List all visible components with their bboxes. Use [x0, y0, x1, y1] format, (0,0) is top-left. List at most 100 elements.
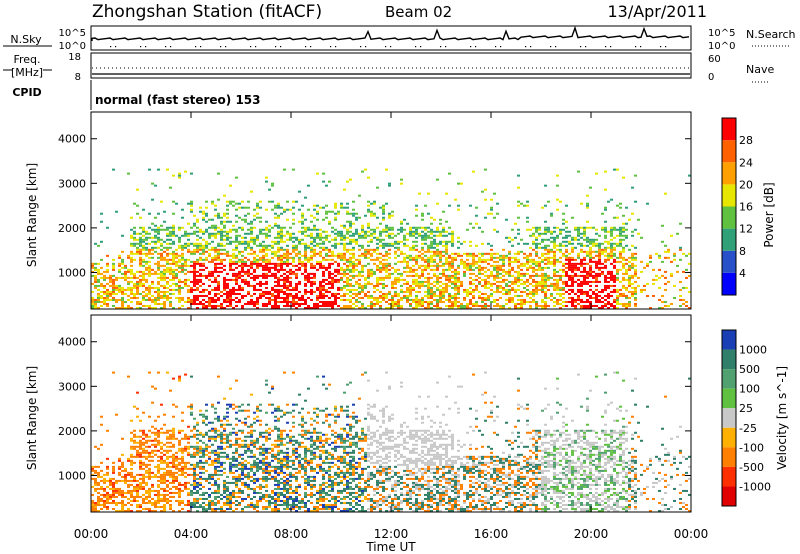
power-cell [526, 254, 529, 257]
power-cell [367, 272, 370, 275]
power-cell [613, 288, 616, 291]
power-cell [340, 238, 343, 241]
power-cell [313, 208, 316, 211]
power-cell [355, 228, 358, 231]
velocity-cell [163, 443, 166, 446]
power-cell [508, 268, 511, 271]
power-cell [445, 260, 448, 263]
power-cell [586, 250, 589, 253]
power-cell [196, 238, 199, 241]
power-cell [193, 282, 196, 285]
power-cell [595, 304, 598, 307]
power-cell [526, 300, 529, 303]
power-cell [319, 228, 322, 231]
velocity-cell [94, 507, 97, 510]
velocity-cell [142, 481, 145, 484]
power-cell [331, 230, 334, 233]
power-cell [193, 284, 196, 287]
velocity-cell [181, 471, 184, 474]
power-cell [187, 264, 190, 267]
power-cell [526, 242, 529, 245]
power-cell [517, 232, 520, 235]
power-cell [343, 294, 346, 297]
power-cell [517, 266, 520, 269]
power-cell [226, 294, 229, 297]
power-cell [199, 206, 202, 209]
power-cell [373, 258, 376, 261]
power-cell [487, 268, 490, 271]
power-cell [415, 272, 418, 275]
velocity-cell [157, 443, 160, 446]
power-cell [538, 264, 541, 267]
power-cell [325, 248, 328, 251]
power-cell [283, 282, 286, 285]
power-cell [391, 210, 394, 213]
power-cell [163, 276, 166, 279]
power-cell [451, 296, 454, 299]
velocity-cell [178, 499, 181, 502]
velocity-cell [157, 449, 160, 452]
power-cell [577, 228, 580, 231]
power-cell [580, 290, 583, 293]
power-cell [493, 216, 496, 219]
power-cell [451, 260, 454, 263]
velocity-cell [91, 467, 94, 470]
power-cell [256, 206, 259, 209]
power-cell [130, 258, 133, 261]
power-cell [424, 260, 427, 263]
power-cell [202, 244, 205, 247]
power-cell [559, 242, 562, 245]
power-cell [187, 284, 190, 287]
power-cell [496, 260, 499, 263]
power-cell [397, 294, 400, 297]
power-cell [544, 230, 547, 233]
power-cell [325, 204, 328, 207]
power-cell [664, 282, 667, 285]
power-cell [592, 238, 595, 241]
power-cell [142, 298, 145, 301]
power-cell [565, 254, 568, 257]
power-cell [544, 262, 547, 265]
power-cell [292, 272, 295, 275]
power-cell [358, 284, 361, 287]
power-cell [622, 234, 625, 237]
power-cell [304, 262, 307, 265]
power-cell [217, 262, 220, 265]
power-cell [574, 304, 577, 307]
power-cell [607, 240, 610, 243]
power-cell [475, 278, 478, 281]
velocity-cell [127, 473, 130, 476]
power-cell [499, 290, 502, 293]
power-cell [166, 232, 169, 235]
power-cell [517, 284, 520, 287]
power-cell [430, 288, 433, 291]
velocity-cell [139, 453, 142, 456]
power-cell [100, 276, 103, 279]
power-cell [433, 260, 436, 263]
power-cell [121, 298, 124, 301]
power-cell [301, 272, 304, 275]
power-cell [259, 296, 262, 299]
power-cell [352, 208, 355, 211]
power-cell [511, 244, 514, 247]
velocity-cell [115, 501, 118, 504]
power-cell [454, 256, 457, 259]
power-cell [100, 282, 103, 285]
power-cell [439, 272, 442, 275]
power-cell [253, 270, 256, 273]
velocity-cell [157, 491, 160, 494]
power-cell [172, 232, 175, 235]
power-cell [394, 290, 397, 293]
power-cell [412, 244, 415, 247]
power-cell [382, 264, 385, 267]
velocity-cell [157, 475, 160, 478]
power-cell [259, 280, 262, 283]
power-cell [553, 272, 556, 275]
power-cell [223, 284, 226, 287]
velocity-cell [151, 501, 154, 504]
power-cell [337, 212, 340, 215]
power-cell [244, 260, 247, 263]
power-cell [370, 228, 373, 231]
power-cell [223, 292, 226, 295]
power-cell [571, 282, 574, 285]
